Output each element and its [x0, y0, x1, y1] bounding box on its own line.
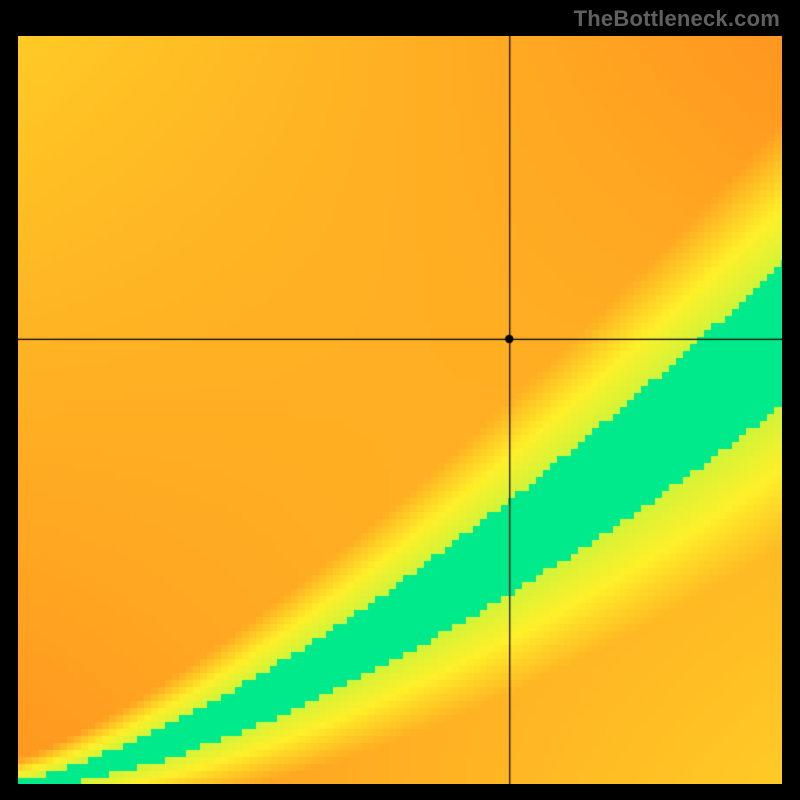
bottleneck-heatmap: [18, 36, 782, 784]
watermark-text: TheBottleneck.com: [574, 6, 780, 32]
chart-container: TheBottleneck.com: [0, 0, 800, 800]
